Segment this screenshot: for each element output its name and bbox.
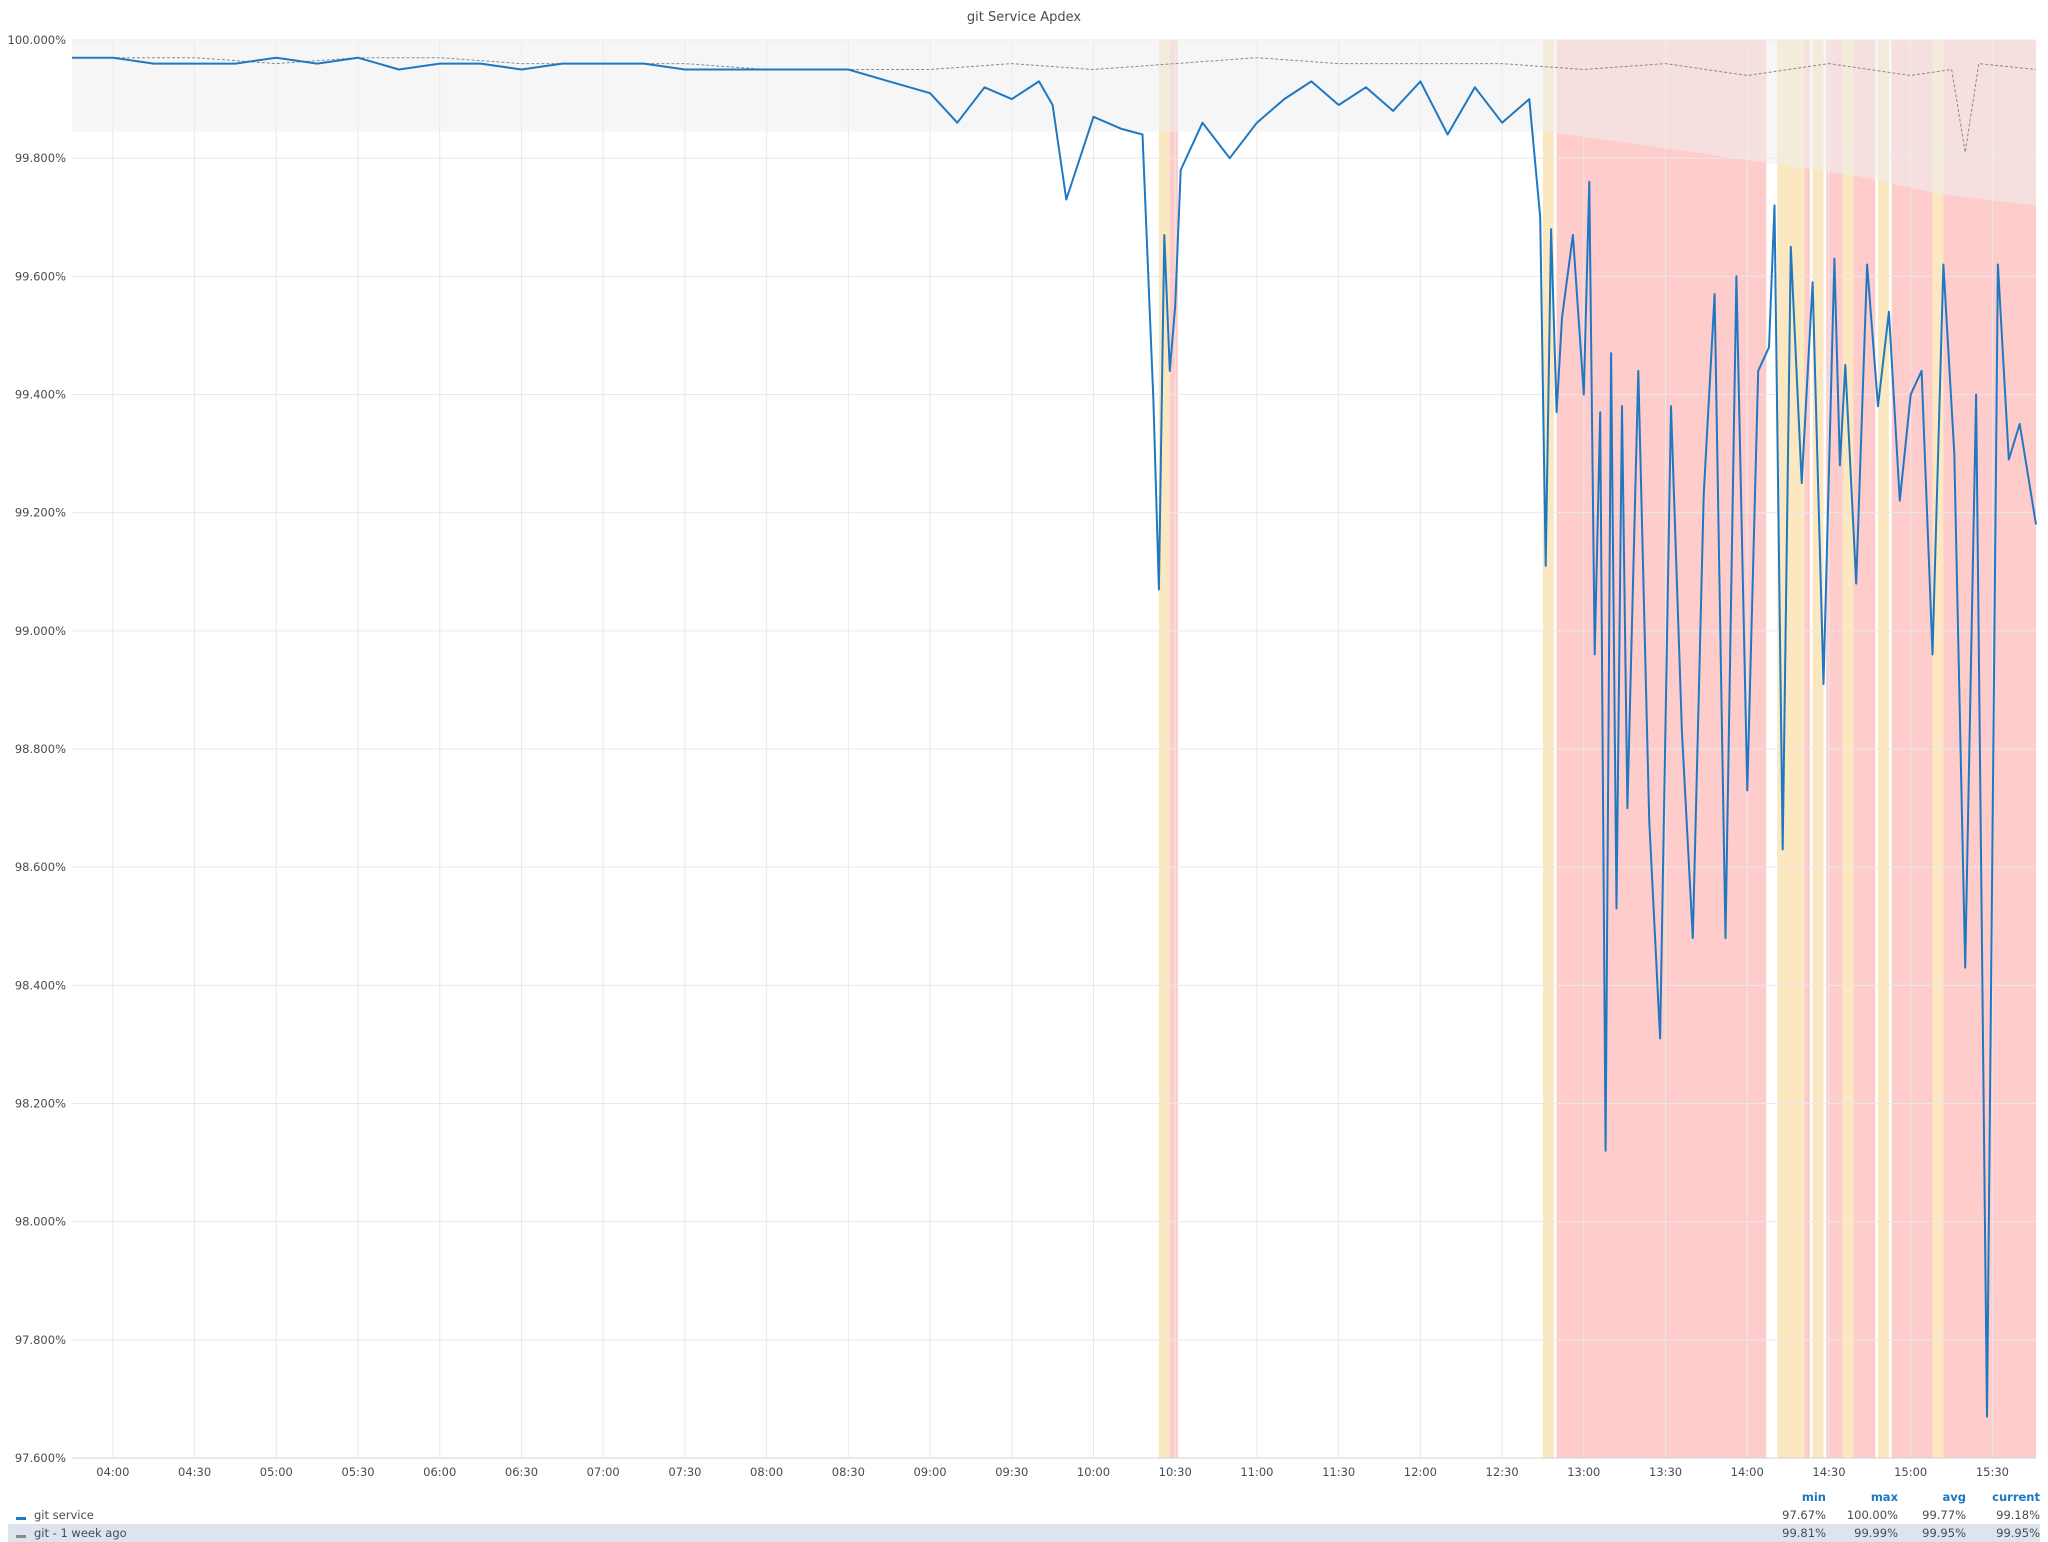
y-tick-label: 98.200%: [15, 1097, 66, 1111]
x-tick-label: 13:30: [1649, 1465, 1682, 1479]
x-tick-label: 10:30: [1159, 1465, 1192, 1479]
x-tick-label: 06:30: [505, 1465, 538, 1479]
x-tick-label: 08:00: [750, 1465, 783, 1479]
x-tick-label: 08:30: [832, 1465, 865, 1479]
legend-label-git-1-week-ago[interactable]: git - 1 week ago: [34, 1526, 127, 1540]
x-tick-label: 14:30: [1812, 1465, 1845, 1479]
legend-value-current: 99.95%: [1996, 1526, 2040, 1540]
legend-row-git-1-week-ago[interactable]: git - 1 week ago 99.81% 99.99% 99.95% 99…: [8, 1524, 2040, 1542]
legend-value-current: 99.18%: [1996, 1508, 2040, 1522]
x-tick-label: 04:00: [96, 1465, 129, 1479]
y-tick-label: 97.600%: [15, 1451, 66, 1465]
y-tick-label: 98.400%: [15, 978, 66, 992]
x-tick-label: 11:00: [1240, 1465, 1273, 1479]
legend-swatch-git-service: [16, 1517, 26, 1520]
x-tick-label: 04:30: [178, 1465, 211, 1479]
y-axis: 100.000% 99.800% 99.600% 99.400% 99.200% 99.0…: [8, 33, 67, 1465]
legend-header-avg[interactable]: avg: [1942, 1490, 1967, 1504]
legend-header: min max avg current: [0, 1488, 2048, 1506]
legend-label-git-service[interactable]: git service: [34, 1508, 94, 1522]
legend: min max avg current git service 97.67% 1…: [0, 1488, 2048, 1542]
x-tick-label: 15:30: [1976, 1465, 2009, 1479]
legend-value-max: 100.00%: [1846, 1508, 1898, 1522]
threshold-band: [72, 40, 2036, 206]
x-tick-label: 05:30: [341, 1465, 374, 1479]
legend-value-avg: 99.77%: [1922, 1508, 1966, 1522]
threshold-band-area: [72, 40, 2036, 206]
x-tick-label: 12:30: [1486, 1465, 1519, 1479]
x-tick-label: 12:00: [1404, 1465, 1437, 1479]
legend-value-min: 97.67%: [1782, 1508, 1826, 1522]
grid-lines: [72, 39, 2036, 1459]
x-tick-label: 09:00: [913, 1465, 946, 1479]
legend-row-git-service[interactable]: git service 97.67% 100.00% 99.77% 99.18%: [8, 1506, 2040, 1524]
legend-value-min: 99.81%: [1782, 1526, 1826, 1540]
series-line-git-service: [72, 56, 2037, 1418]
plot-area: 100.000% 99.800% 99.600% 99.400% 99.200% 99.0…: [8, 33, 2037, 1479]
x-tick-label: 10:00: [1077, 1465, 1110, 1479]
x-tick-label: 09:30: [995, 1465, 1028, 1479]
y-tick-label: 98.000%: [15, 1215, 66, 1229]
x-tick-label: 07:30: [668, 1465, 701, 1479]
x-tick-label: 15:00: [1894, 1465, 1927, 1479]
y-tick-label: 99.800%: [15, 151, 66, 165]
legend-header-max[interactable]: max: [1870, 1490, 1898, 1504]
series-line-git-1-week-ago: [72, 57, 2037, 153]
x-axis: 04:00 04:30 05:00 05:30 06:00 06:30 07:00 07:30…: [96, 1465, 2009, 1479]
y-tick-label: 98.800%: [15, 742, 66, 756]
series-lines: [72, 56, 2037, 1418]
x-tick-label: 11:30: [1322, 1465, 1355, 1479]
y-tick-label: 98.600%: [15, 860, 66, 874]
y-tick-label: 99.000%: [15, 624, 66, 638]
x-tick-label: 14:00: [1731, 1465, 1764, 1479]
x-tick-label: 06:00: [423, 1465, 456, 1479]
x-tick-label: 13:00: [1567, 1465, 1600, 1479]
legend-header-current[interactable]: current: [1992, 1490, 2040, 1504]
y-tick-label: 99.600%: [15, 269, 66, 283]
y-tick-label: 99.400%: [15, 388, 66, 402]
chart-title: git Service Apdex: [966, 10, 1082, 25]
legend-value-avg: 99.95%: [1922, 1526, 1966, 1540]
y-tick-label: 97.800%: [15, 1333, 66, 1347]
legend-header-min[interactable]: min: [1801, 1490, 1826, 1504]
x-tick-label: 07:00: [587, 1465, 620, 1479]
y-tick-label: 100.000%: [8, 33, 67, 47]
y-tick-label: 99.200%: [15, 506, 66, 520]
legend-swatch-git-1-week-ago: [16, 1535, 26, 1538]
x-tick-label: 05:00: [260, 1465, 293, 1479]
